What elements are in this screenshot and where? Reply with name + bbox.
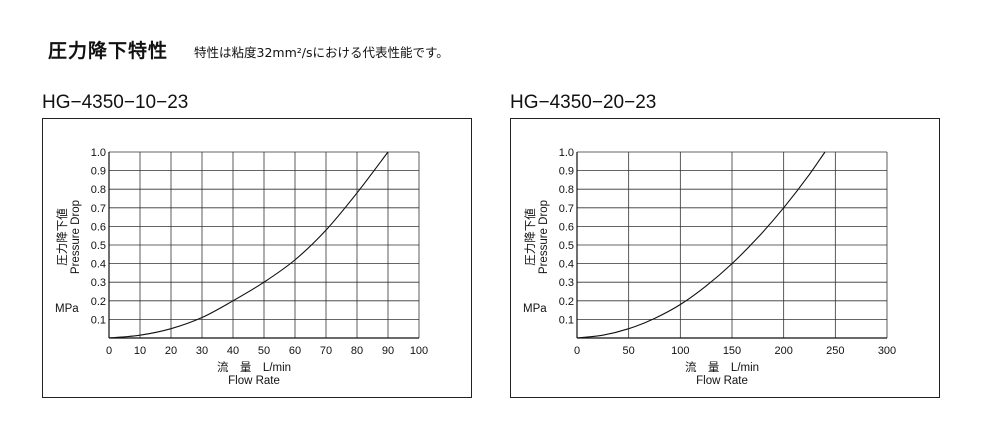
y-tick-label: 0.6: [91, 221, 106, 233]
y-axis-unit: MPa: [55, 303, 79, 315]
x-tick-label: 300: [878, 345, 896, 357]
chart-panel-2: HG−4350−20−23 0 50 100 150 200 250 300 0.1 0.2 0.…: [510, 92, 940, 398]
y-tick-label: 0.2: [91, 296, 106, 308]
x-tick-label: 30: [196, 345, 208, 357]
y-axis-unit: MPa: [523, 303, 547, 315]
viscosity-note: 特性は粘度32mm²/sにおける代表性能です。: [194, 45, 449, 60]
x-tick-label: 250: [826, 345, 844, 357]
x-tick-label: 200: [774, 345, 792, 357]
y-tick-label: 0.7: [559, 203, 574, 215]
x-tick-label: 70: [320, 345, 332, 357]
chart-frame: [42, 118, 472, 398]
page-title: 圧力降下特性: [48, 40, 169, 62]
x-tick-label: 50: [623, 345, 635, 357]
y-tick-label: 1.0: [91, 147, 106, 159]
chart-panel-1: HG−4350−10−23 0 10 20 30 40 50 60 70 80 90 100 0.1 0…: [42, 92, 472, 398]
y-tick-label: 0.3: [559, 277, 574, 289]
x-tick-label: 10: [134, 345, 146, 357]
y-tick-label: 0.9: [91, 166, 106, 178]
x-axis-label-ja: 流 量 L/min: [685, 360, 759, 374]
y-tick-label: 0.1: [559, 314, 574, 326]
x-tick-label: 0: [574, 345, 580, 357]
x-tick-label: 20: [165, 345, 177, 357]
pressure-drop-chart-1: 0 10 20 30 40 50 60 70 80 90 100 0.1 0.2 0.3 0.4 0.5 0.6…: [42, 118, 472, 398]
y-tick-label: 0.1: [91, 314, 106, 326]
x-axis-label-ja: 流 量 L/min: [217, 360, 291, 374]
y-axis-label-ja: 圧力降下値: [55, 208, 69, 266]
chart-frame: [510, 118, 940, 398]
x-tick-label: 150: [723, 345, 741, 357]
y-tick-label: 0.6: [559, 221, 574, 233]
x-tick-label: 90: [382, 345, 394, 357]
x-tick-label: 60: [289, 345, 301, 357]
x-axis-label-en: Flow Rate: [228, 375, 280, 387]
y-tick-label: 0.2: [559, 296, 574, 308]
y-axis-label-en: Pressure Drop: [538, 200, 550, 274]
y-tick-label: 0.9: [559, 166, 574, 178]
y-tick-label: 0.7: [91, 203, 106, 215]
x-tick-label: 0: [106, 345, 112, 357]
x-tick-label: 80: [351, 345, 363, 357]
chart-title: HG−4350−10−23: [42, 92, 189, 113]
y-tick-label: 1.0: [559, 147, 574, 159]
y-axis-label-ja: 圧力降下値: [523, 208, 537, 266]
y-tick-label: 0.5: [91, 240, 106, 252]
x-axis-label-en: Flow Rate: [696, 375, 748, 387]
x-tick-label: 50: [258, 345, 270, 357]
y-tick-label: 0.5: [559, 240, 574, 252]
y-tick-label: 0.4: [559, 259, 574, 271]
y-tick-label: 0.3: [91, 277, 106, 289]
pressure-drop-curve: [576, 151, 826, 339]
pressure-drop-chart-2: 0 50 100 150 200 250 300 0.1 0.2 0.3 0.4 0.5 0.6 0.7 0…: [510, 118, 940, 398]
pressure-drop-curve: [108, 151, 389, 339]
x-tick-label: 100: [410, 345, 428, 357]
page-header: 圧力降下特性 特性は粘度32mm²/sにおける代表性能です。: [48, 36, 449, 63]
x-tick-label: 100: [671, 345, 689, 357]
y-tick-label: 0.8: [559, 184, 574, 196]
chart-title: HG−4350−20−23: [510, 92, 657, 113]
y-tick-label: 0.8: [91, 184, 106, 196]
y-tick-label: 0.4: [91, 259, 106, 271]
x-tick-label: 40: [227, 345, 239, 357]
y-axis-label-en: Pressure Drop: [70, 200, 82, 274]
